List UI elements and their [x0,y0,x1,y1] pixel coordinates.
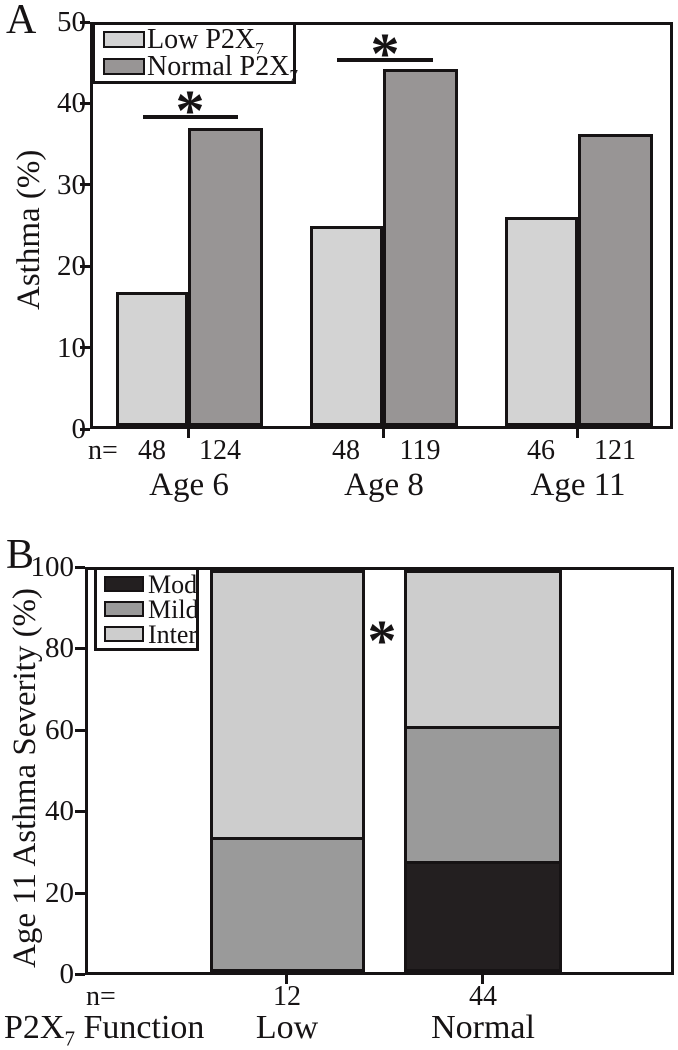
panel-a-ytick-label: 50 [57,6,86,38]
segment-low-inter [213,573,362,838]
panel-b-ytick-mark-80 [75,647,85,650]
panel-a-ytick-mark-50 [80,21,90,24]
panel-b-x-axis-label: P2X7 Function [4,1009,205,1050]
legend-label-low: Low P2X7 [147,24,264,59]
legend-item-normal: Normal P2X7 [95,53,298,84]
panel-a-ytick-mark-0 [80,428,90,431]
legend-label-normal: Normal P2X7 [147,51,299,86]
legend-item-mod: Mod [97,569,198,599]
panel-a-ytick-mark-30 [80,183,90,186]
panel-a-ytick-label: 40 [57,87,86,119]
legend-label-mild: Mild [148,594,199,624]
significance-line-age8 [337,58,433,62]
panel-b-legend: Mod Mild Inter [94,567,199,651]
panel-a-ytick-label: 30 [57,169,86,201]
panel-a-ytick-label: 10 [57,332,86,364]
panel-b-ytick-mark-60 [75,729,85,732]
bar-age6-normal [188,128,263,426]
panel-b-ytick-mark-40 [75,810,85,813]
panel-b-ytick-label: 40 [45,795,74,827]
category-label-age6: Age 6 [149,467,229,503]
legend-swatch-mild [104,601,144,617]
significance-asterisk-age6: * [175,78,205,143]
n-age6-low: 48 [138,435,166,466]
legend-swatch-mod [104,576,144,592]
panel-b-xtick-low [285,975,288,984]
segment-low-mild [213,837,362,969]
panel-b-ytick-label: 20 [45,877,74,909]
panel-b-ytick-label: 100 [30,551,75,583]
panel-a-ytick-label: 0 [71,413,87,445]
significance-asterisk-panel-b: * [367,608,397,673]
n-normal: 44 [469,981,497,1012]
panel-b-ytick-mark-100 [75,566,85,569]
legend-item-mild: Mild [97,594,199,624]
panel-a-legend: Low P2X7 Normal P2X7 [92,22,298,84]
panel-a-n-prefix: n= [88,435,118,466]
panel-b-ytick-mark-0 [75,973,85,976]
n-age8-normal: 119 [399,435,441,466]
n-age11-low: 46 [527,435,555,466]
significance-line-age6 [143,115,238,119]
panel-a-xtick-age11 [576,429,579,438]
panel-a-ytick-mark-20 [80,265,90,268]
segment-normal-inter [407,573,559,726]
panel-b-ytick-label: 60 [45,714,74,746]
segment-normal-mod [407,860,559,969]
panel-a-ytick-mark-10 [80,346,90,349]
category-label-normal: Normal [431,1009,535,1046]
legend-item-low: Low P2X7 [95,24,293,59]
legend-item-inter: Inter [97,619,198,649]
bar-age8-normal [383,69,458,426]
bar-age11-low [505,216,578,426]
bar-age8-low [310,225,383,426]
legend-swatch-inter [104,626,144,642]
category-label-age8: Age 8 [344,467,424,503]
n-low: 12 [273,981,301,1012]
n-age6-normal: 124 [199,435,241,466]
stacked-bar-low [210,570,365,972]
panel-a-ytick-label: 20 [57,250,86,282]
legend-label-mod: Mod [148,569,198,599]
legend-swatch-low [103,31,145,48]
category-label-age11: Age 11 [530,467,626,503]
segment-normal-mild [407,725,559,861]
panel-a-xtick-age6 [187,429,190,438]
panel-b-xtick-normal [481,975,484,984]
significance-asterisk-age8: * [370,21,400,86]
bar-age11-normal [578,134,653,426]
panel-b-ytick-label: 0 [59,958,75,990]
panel-b-ytick-label: 80 [45,632,74,664]
legend-swatch-normal [103,58,145,75]
panel-a-ytick-mark-40 [80,102,90,105]
legend-label-inter: Inter [148,619,198,649]
panel-b-ytick-mark-20 [75,892,85,895]
panel-a-letter: A [6,0,37,43]
panel-b-n-prefix: n= [86,981,116,1012]
bar-age6-low [116,292,188,426]
panel-b-letter: B [6,532,35,578]
stacked-bar-normal [404,570,562,972]
category-label-low: Low [255,1009,319,1046]
panel-a-xtick-age8 [382,429,385,438]
panel-b-plot-area [85,567,674,975]
n-age11-normal: 121 [594,435,636,466]
n-age8-low: 48 [332,435,360,466]
panel-a-plot-area [90,22,673,429]
